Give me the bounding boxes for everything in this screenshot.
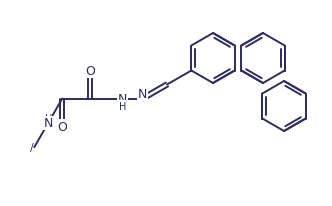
Text: N: N [118,92,127,105]
Text: /: / [31,143,34,152]
Text: N: N [138,88,147,101]
Text: H: H [119,101,126,111]
Text: H: H [44,113,52,123]
Text: O: O [57,121,67,133]
Text: O: O [85,65,95,78]
Text: N: N [43,117,53,130]
